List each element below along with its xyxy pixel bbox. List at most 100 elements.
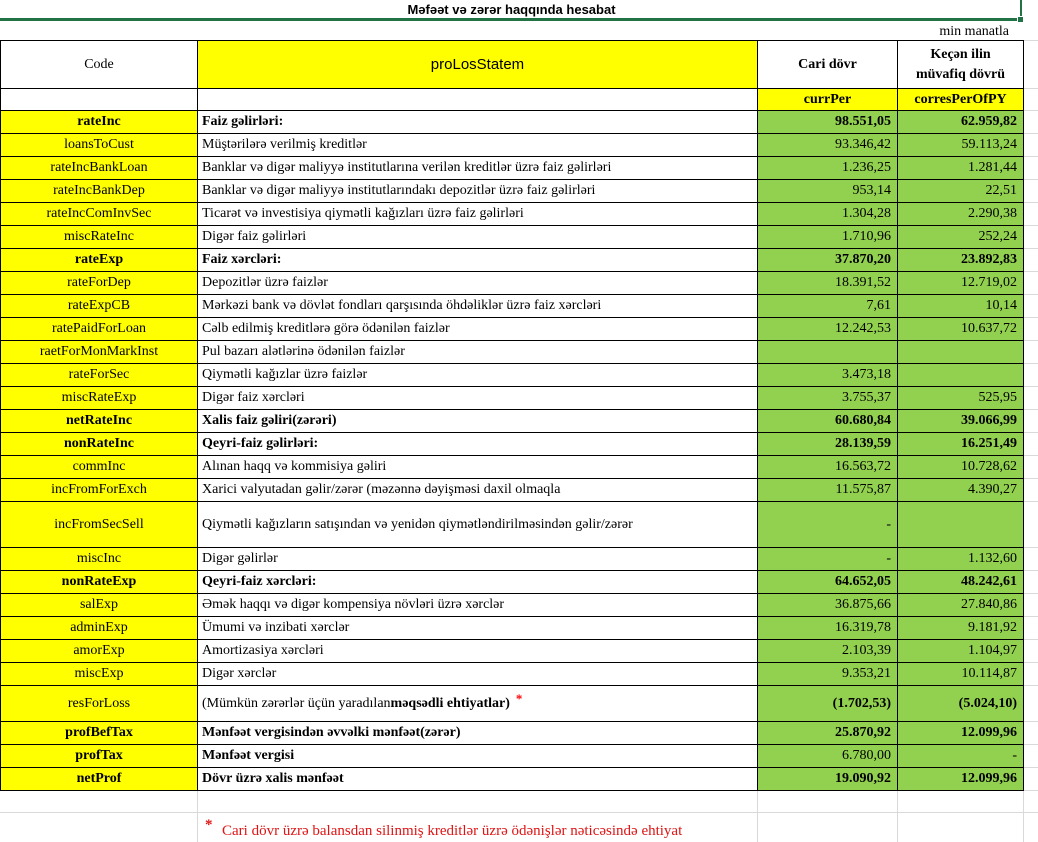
prevper-value-cell[interactable]: - <box>898 745 1024 768</box>
subheader-empty-code-cell[interactable] <box>1 89 198 111</box>
currper-value-cell[interactable]: 64.652,05 <box>758 571 898 594</box>
prevper-value-cell[interactable]: 10.114,87 <box>898 663 1024 686</box>
prevper-value-cell[interactable]: 1.104,97 <box>898 640 1024 663</box>
selection-fill-handle[interactable] <box>1017 16 1024 23</box>
currper-value-cell[interactable]: 16.319,78 <box>758 617 898 640</box>
label-cell[interactable]: Cəlb edilmiş kreditlərə görə ödənilən fa… <box>198 318 758 341</box>
currper-value-cell[interactable]: 953,14 <box>758 180 898 203</box>
prevper-value-cell[interactable]: 62.959,82 <box>898 111 1024 134</box>
prevper-value-cell[interactable]: 525,95 <box>898 387 1024 410</box>
label-cell[interactable]: Mərkəzi bank və dövlət fondları qarşısın… <box>198 295 758 318</box>
prevper-value-cell[interactable]: 4.390,27 <box>898 479 1024 502</box>
currper-value-cell[interactable]: 1.710,96 <box>758 226 898 249</box>
prevper-value-cell[interactable]: 27.840,86 <box>898 594 1024 617</box>
prevper-value-cell[interactable]: 9.181,92 <box>898 617 1024 640</box>
header-code-cell[interactable]: Code <box>1 41 198 89</box>
prevper-value-cell[interactable]: 12.719,02 <box>898 272 1024 295</box>
code-cell[interactable]: rateIncBankDep <box>1 180 198 203</box>
code-cell[interactable]: commInc <box>1 456 198 479</box>
prevper-value-cell[interactable] <box>898 364 1024 387</box>
code-cell[interactable]: raetForMonMarkInst <box>1 341 198 364</box>
label-cell[interactable]: Alınan haqq və kommisiya gəliri <box>198 456 758 479</box>
label-cell[interactable]: Qiymətli kağızlar üzrə faizlər <box>198 364 758 387</box>
prevper-value-cell[interactable]: 10.728,62 <box>898 456 1024 479</box>
label-cell[interactable]: Mənfəət vergisindən əvvəlki mənfəət(zərə… <box>198 722 758 745</box>
code-cell[interactable]: profBefTax <box>1 722 198 745</box>
header-current-period-cell[interactable]: Cari dövr <box>758 41 898 89</box>
code-cell[interactable]: rateForSec <box>1 364 198 387</box>
prevper-value-cell[interactable]: 10.637,72 <box>898 318 1024 341</box>
prevper-value-cell[interactable]: 22,51 <box>898 180 1024 203</box>
currper-value-cell[interactable]: 98.551,05 <box>758 111 898 134</box>
prevper-value-cell[interactable]: 10,14 <box>898 295 1024 318</box>
code-cell[interactable]: salExp <box>1 594 198 617</box>
prevper-value-cell[interactable]: 59.113,24 <box>898 134 1024 157</box>
label-cell[interactable]: Müştərilərə verilmiş kreditlər <box>198 134 758 157</box>
code-cell[interactable]: miscRateInc <box>1 226 198 249</box>
code-cell[interactable]: miscInc <box>1 548 198 571</box>
code-cell[interactable]: profTax <box>1 745 198 768</box>
label-cell[interactable]: Qeyri-faiz xərcləri: <box>198 571 758 594</box>
label-cell[interactable]: Digər faiz xərcləri <box>198 387 758 410</box>
prevper-value-cell[interactable]: 252,24 <box>898 226 1024 249</box>
code-cell[interactable]: nonRateInc <box>1 433 198 456</box>
currper-value-cell[interactable]: 28.139,59 <box>758 433 898 456</box>
report-title-cell[interactable]: Məfəət və zərər haqqında hesabat <box>0 0 1023 18</box>
label-cell[interactable]: Depozitlər üzrə faizlər <box>198 272 758 295</box>
label-cell[interactable]: Faiz xərcləri: <box>198 249 758 272</box>
currper-value-cell[interactable]: 60.680,84 <box>758 410 898 433</box>
code-cell[interactable]: amorExp <box>1 640 198 663</box>
prevper-value-cell[interactable]: 12.099,96 <box>898 722 1024 745</box>
prevper-value-cell[interactable]: 39.066,99 <box>898 410 1024 433</box>
subheader-currper-cell[interactable]: currPer <box>758 89 898 111</box>
label-cell[interactable]: Banklar və digər maliyyə institutlarında… <box>198 180 758 203</box>
prevper-value-cell[interactable]: 48.242,61 <box>898 571 1024 594</box>
code-cell[interactable]: miscRateExp <box>1 387 198 410</box>
label-cell[interactable]: Amortizasiya xərcləri <box>198 640 758 663</box>
label-cell[interactable]: Faiz gəlirləri: <box>198 111 758 134</box>
currper-value-cell[interactable]: (1.702,53) <box>758 686 898 722</box>
label-cell[interactable]: Qeyri-faiz gəlirləri: <box>198 433 758 456</box>
header-statement-cell[interactable]: proLosStatem <box>198 41 758 89</box>
prevper-value-cell[interactable]: 1.281,44 <box>898 157 1024 180</box>
code-cell[interactable]: resForLoss <box>1 686 198 722</box>
code-cell[interactable]: incFromSecSell <box>1 502 198 548</box>
currper-value-cell[interactable] <box>758 341 898 364</box>
code-cell[interactable]: loansToCust <box>1 134 198 157</box>
currper-value-cell[interactable]: 1.236,25 <box>758 157 898 180</box>
label-cell[interactable]: Digər xərclər <box>198 663 758 686</box>
currper-value-cell[interactable]: - <box>758 548 898 571</box>
prevper-value-cell[interactable]: 1.132,60 <box>898 548 1024 571</box>
currper-value-cell[interactable]: 37.870,20 <box>758 249 898 272</box>
currper-value-cell[interactable]: 19.090,92 <box>758 768 898 791</box>
header-previous-period-cell[interactable]: Keçən ilin müvafiq dövrü <box>898 41 1024 89</box>
currper-value-cell[interactable]: 93.346,42 <box>758 134 898 157</box>
currper-value-cell[interactable]: 12.242,53 <box>758 318 898 341</box>
code-cell[interactable]: rateForDep <box>1 272 198 295</box>
code-cell[interactable]: rateInc <box>1 111 198 134</box>
currper-value-cell[interactable]: 25.870,92 <box>758 722 898 745</box>
prevper-value-cell[interactable]: 23.892,83 <box>898 249 1024 272</box>
label-cell[interactable]: Banklar və digər maliyyə institutlarına … <box>198 157 758 180</box>
code-cell[interactable]: netRateInc <box>1 410 198 433</box>
label-cell[interactable]: (Mümkün zərərlər üçün yaradılan məqsədli… <box>198 686 758 722</box>
currper-value-cell[interactable]: 3.473,18 <box>758 364 898 387</box>
currper-value-cell[interactable]: 16.563,72 <box>758 456 898 479</box>
code-cell[interactable]: nonRateExp <box>1 571 198 594</box>
label-cell[interactable]: Ümumi və inzibati xərclər <box>198 617 758 640</box>
label-cell[interactable]: Dövr üzrə xalis mənfəət <box>198 768 758 791</box>
prevper-value-cell[interactable]: 2.290,38 <box>898 203 1024 226</box>
currper-value-cell[interactable]: 11.575,87 <box>758 479 898 502</box>
currper-value-cell[interactable]: 36.875,66 <box>758 594 898 617</box>
currper-value-cell[interactable]: 7,61 <box>758 295 898 318</box>
label-cell[interactable]: Ticarət və investisiya qiymətli kağızlar… <box>198 203 758 226</box>
currper-value-cell[interactable]: 6.780,00 <box>758 745 898 768</box>
label-cell[interactable]: Qiymətli kağızların satışından və yenidə… <box>198 502 758 548</box>
code-cell[interactable]: rateExp <box>1 249 198 272</box>
currper-value-cell[interactable]: 2.103,39 <box>758 640 898 663</box>
unit-note-cell[interactable]: min manatla <box>0 21 1023 40</box>
label-cell[interactable]: Xalis faiz gəliri(zərəri) <box>198 410 758 433</box>
label-cell[interactable]: Mənfəət vergisi <box>198 745 758 768</box>
currper-value-cell[interactable]: - <box>758 502 898 548</box>
code-cell[interactable]: adminExp <box>1 617 198 640</box>
